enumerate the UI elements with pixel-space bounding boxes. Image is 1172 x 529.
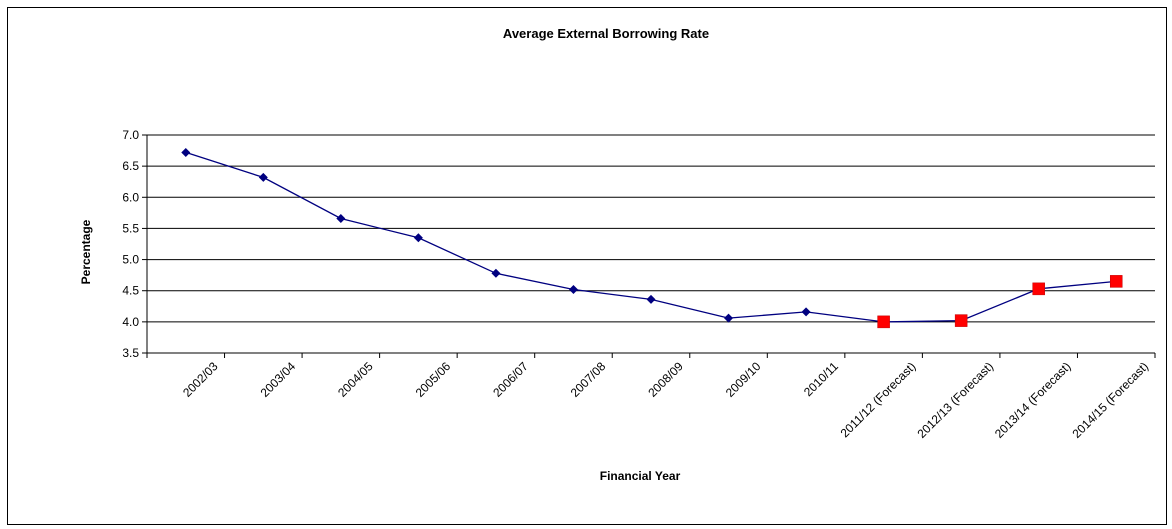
forecast-marker: [877, 315, 890, 329]
axes: 3.5 4.0 4.5 5.0 5.5 6.0 6.5 7.0 2002/03 2003/04 20…: [122, 128, 1156, 441]
data-point-marker: [646, 294, 656, 304]
y-tick-label: 7.0: [122, 128, 139, 142]
y-tick-label: 4.5: [122, 284, 139, 298]
x-tick-label: 2005/06: [413, 359, 454, 400]
y-axis-title: Percentage: [79, 219, 93, 284]
x-tick-label: 2002/03: [180, 359, 221, 400]
data-point-marker: [568, 284, 578, 294]
x-tick-label: 2013/14 (Forecast): [992, 359, 1074, 441]
x-tick-label: 2014/15 (Forecast): [1070, 359, 1152, 441]
forecast-marker: [1032, 282, 1045, 296]
chart-title: Average External Borrowing Rate: [503, 26, 709, 41]
forecast-marker: [954, 314, 968, 327]
data-point-marker: [336, 213, 346, 223]
gridlines: [147, 134, 1155, 323]
chart-frame: Average External Borrowing Rate 3.5 4.0 4.…: [7, 7, 1167, 525]
x-tick-label: 2004/05: [335, 359, 376, 400]
x-tick-label: 2012/13 (Forecast): [914, 359, 996, 441]
data-point-marker: [258, 172, 268, 182]
line-chart: Average External Borrowing Rate 3.5 4.0 4.…: [79, 26, 1156, 483]
forecast-marker: [1109, 275, 1123, 288]
data-point-marker: [724, 313, 734, 323]
x-tick-label: 2006/07: [490, 359, 531, 400]
x-tick-label: 2007/08: [568, 359, 609, 400]
series: [181, 147, 1123, 329]
y-tick-label: 5.5: [122, 221, 139, 235]
data-point-marker: [181, 147, 191, 157]
x-tick-label: 2011/12 (Forecast): [838, 359, 919, 440]
data-point-marker: [801, 307, 811, 317]
y-tick-label: 3.5: [122, 346, 139, 360]
x-tick-label: 2003/04: [258, 359, 299, 400]
x-tick-label: 2010/11: [801, 359, 841, 399]
x-tick-label: 2008/09: [645, 359, 686, 400]
y-tick-label: 4.0: [122, 315, 139, 329]
y-tick-label: 6.5: [122, 159, 139, 173]
data-point-marker: [491, 268, 501, 278]
y-tick-label: 5.0: [122, 253, 139, 267]
x-tick-label: 2009/10: [723, 359, 764, 400]
data-point-marker: [413, 233, 423, 243]
x-axis-title: Financial Year: [600, 469, 681, 483]
y-tick-label: 6.0: [122, 190, 139, 204]
